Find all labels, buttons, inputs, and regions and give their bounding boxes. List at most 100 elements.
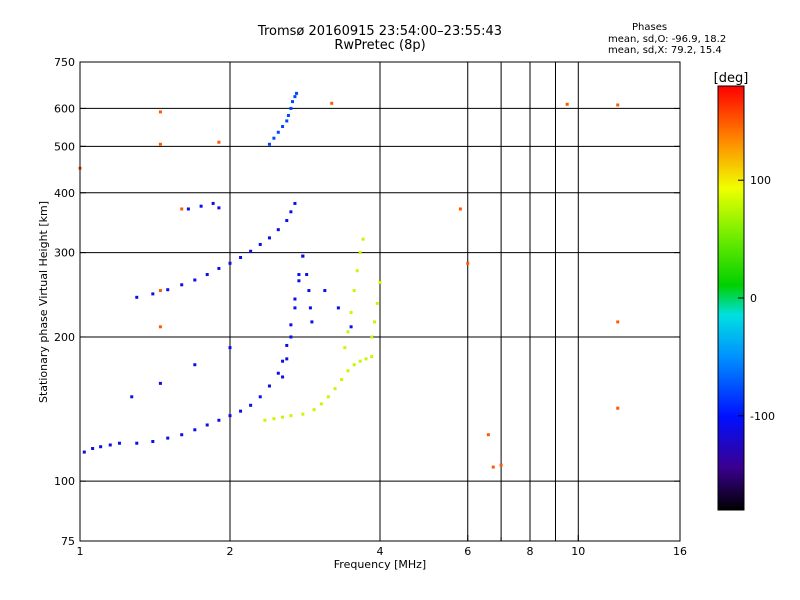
data-point xyxy=(158,325,162,329)
data-point xyxy=(358,359,362,363)
data-point xyxy=(289,414,293,418)
data-point xyxy=(616,406,620,410)
data-point xyxy=(355,269,359,273)
x-tick-label: 1 xyxy=(77,545,84,558)
data-point xyxy=(217,418,221,422)
data-point xyxy=(193,428,197,432)
data-point xyxy=(361,237,365,241)
data-point xyxy=(166,288,170,292)
x-tick-label: 2 xyxy=(227,545,234,558)
data-point xyxy=(289,210,293,214)
data-point xyxy=(301,412,305,416)
data-point xyxy=(616,103,620,107)
grid xyxy=(80,62,680,541)
data-point xyxy=(193,278,197,282)
chart-title: Tromsø 20160915 23:54:00–23:55:43 xyxy=(257,24,503,39)
data-point xyxy=(135,295,139,299)
data-point xyxy=(158,381,162,385)
data-point xyxy=(130,395,134,399)
data-points xyxy=(78,91,620,469)
y-tick-label: 500 xyxy=(54,140,75,153)
data-point xyxy=(346,369,350,373)
data-point xyxy=(349,325,353,329)
colorbar-tick-label: 0 xyxy=(750,292,757,305)
x-tick-label: 16 xyxy=(673,545,687,558)
colorbar-label: [deg] xyxy=(714,71,749,86)
colorbar-tick-label: -100 xyxy=(750,410,775,423)
data-point xyxy=(466,261,470,265)
data-point xyxy=(301,254,305,258)
chart-subtitle: RwPretec (8p) xyxy=(334,38,426,53)
data-point xyxy=(239,256,243,260)
data-point xyxy=(211,201,215,205)
data-point xyxy=(249,249,253,253)
data-point xyxy=(228,261,232,265)
data-point xyxy=(333,387,337,391)
data-point xyxy=(258,242,262,246)
data-point xyxy=(293,201,297,205)
data-point xyxy=(158,142,162,146)
data-point xyxy=(486,433,490,437)
data-point xyxy=(186,207,190,211)
data-point xyxy=(228,414,232,418)
y-tick-label: 600 xyxy=(54,102,75,115)
colorbar-tick-label: 100 xyxy=(750,174,771,187)
data-point xyxy=(343,346,347,350)
data-point xyxy=(272,417,276,421)
data-point xyxy=(499,463,503,467)
data-point xyxy=(263,418,267,422)
data-point xyxy=(364,357,368,361)
data-point xyxy=(180,207,184,211)
data-point xyxy=(205,423,209,427)
x-tick-label: 8 xyxy=(527,545,534,558)
data-point xyxy=(370,355,374,359)
data-point xyxy=(276,228,280,232)
data-point xyxy=(239,409,243,413)
data-point xyxy=(375,301,379,305)
colorbar-ticks: 100 0 -100 xyxy=(738,174,775,423)
data-point xyxy=(217,266,221,270)
y-axis-label: Stationary phase Virtual Height [km] xyxy=(37,201,50,403)
data-point xyxy=(293,306,297,310)
data-point xyxy=(297,279,301,283)
data-point xyxy=(370,335,374,339)
data-point xyxy=(308,306,312,310)
y-tick-label: 100 xyxy=(54,475,75,488)
data-point xyxy=(293,95,297,99)
data-point xyxy=(285,219,289,223)
data-point xyxy=(281,415,285,419)
data-point xyxy=(358,251,362,255)
data-point xyxy=(117,441,121,445)
data-point xyxy=(82,450,86,454)
y-tick-label: 200 xyxy=(54,331,75,344)
data-point xyxy=(151,292,155,296)
data-point xyxy=(352,363,356,367)
data-point xyxy=(289,106,293,110)
data-point xyxy=(458,207,462,211)
data-point xyxy=(323,289,327,293)
data-point xyxy=(291,100,295,104)
data-point xyxy=(276,130,280,134)
data-point xyxy=(281,375,285,379)
y-axis: 75 100 200 300 400 500 600 750 xyxy=(54,56,680,548)
data-point xyxy=(99,445,103,449)
data-point xyxy=(310,320,314,324)
data-point xyxy=(151,440,155,444)
x-tick-label: 10 xyxy=(571,545,585,558)
data-point xyxy=(228,346,232,350)
data-point xyxy=(158,289,162,293)
data-point xyxy=(319,402,323,406)
y-tick-label: 300 xyxy=(54,247,75,260)
data-point xyxy=(349,310,353,314)
data-point xyxy=(199,204,203,208)
data-point xyxy=(249,403,253,407)
data-point xyxy=(258,395,262,399)
x-tick-label: 4 xyxy=(377,545,384,558)
data-point xyxy=(285,119,289,123)
data-point xyxy=(285,357,289,361)
data-point xyxy=(565,102,569,106)
phases-o-stats: mean, sd,O: -96.9, 18.2 xyxy=(608,34,727,45)
data-point xyxy=(340,378,344,382)
data-point xyxy=(91,446,95,450)
data-point xyxy=(108,443,112,447)
